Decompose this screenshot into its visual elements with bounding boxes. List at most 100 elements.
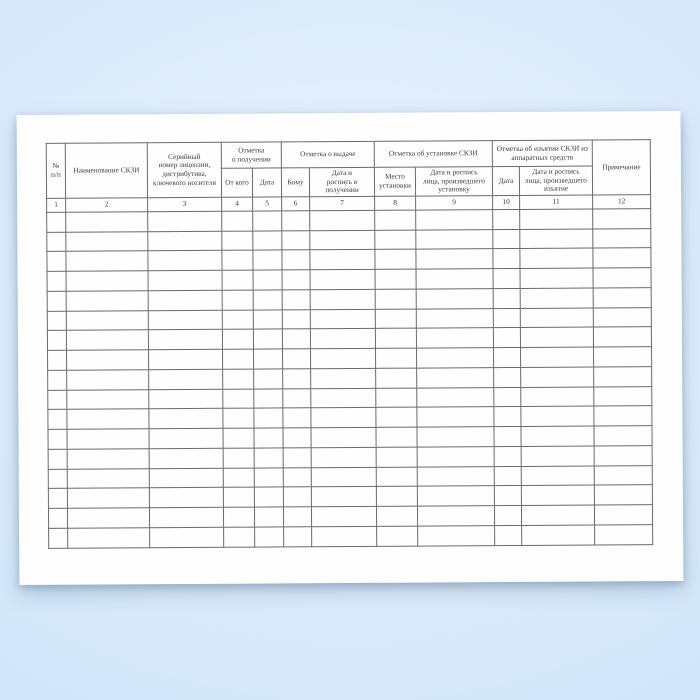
empty-cell xyxy=(311,486,377,507)
skzi-journal-table: № п/п Наименование СКЗИ Серийный номер л… xyxy=(46,139,653,548)
empty-cell xyxy=(254,467,284,488)
empty-cell xyxy=(592,228,651,249)
empty-cell xyxy=(416,347,494,368)
empty-cell xyxy=(416,387,494,408)
group-header-removal: Отметка об изъятии СКЗИ из аппаратных ср… xyxy=(492,140,593,167)
column-number-cell: 6 xyxy=(281,196,310,211)
empty-cell xyxy=(252,250,283,271)
empty-cell xyxy=(67,527,150,548)
empty-cell xyxy=(494,505,522,526)
empty-cell xyxy=(148,369,223,390)
empty-cell xyxy=(283,487,312,507)
empty-cell xyxy=(283,506,312,527)
empty-cell xyxy=(417,466,495,487)
empty-cell xyxy=(148,428,224,449)
empty-cell xyxy=(148,270,223,291)
empty-cell xyxy=(310,269,376,290)
empty-cell xyxy=(310,387,376,409)
empty-cell xyxy=(282,289,311,310)
empty-cell xyxy=(594,524,653,545)
empty-cell xyxy=(253,289,283,310)
empty-cell xyxy=(416,367,494,388)
empty-cell xyxy=(593,366,652,387)
empty-cell xyxy=(66,409,149,430)
empty-cell xyxy=(310,308,376,330)
empty-cell xyxy=(594,425,653,446)
empty-cell xyxy=(47,330,67,351)
group-header-receipt: Отметка о получении xyxy=(221,141,282,169)
empty-cell xyxy=(47,370,67,390)
empty-cell xyxy=(253,388,283,409)
empty-cell xyxy=(253,348,283,369)
empty-cell xyxy=(520,268,594,289)
empty-cell xyxy=(47,409,67,430)
empty-cell xyxy=(222,289,254,310)
empty-cell xyxy=(494,446,522,467)
empty-cell xyxy=(375,367,417,388)
empty-cell xyxy=(47,310,67,331)
empty-cell xyxy=(375,348,417,369)
column-number-cell: 8 xyxy=(374,195,416,211)
empty-cell xyxy=(148,408,223,429)
group-header-install: Отметка об установке СКЗИ xyxy=(374,140,493,168)
column-number-cell: 11 xyxy=(519,194,593,210)
column-number-cell: 5 xyxy=(252,196,282,211)
empty-cell xyxy=(222,349,254,370)
empty-cell xyxy=(222,368,254,389)
empty-cell xyxy=(593,326,652,348)
empty-cell xyxy=(416,327,494,349)
empty-cell xyxy=(493,426,522,447)
empty-cell xyxy=(520,347,594,368)
empty-cell xyxy=(147,230,222,252)
empty-cell xyxy=(593,346,652,367)
column-number-cell: 9 xyxy=(415,195,493,210)
empty-cell xyxy=(282,329,311,349)
empty-cell xyxy=(520,406,595,427)
empty-cell xyxy=(66,330,149,351)
empty-cell xyxy=(376,427,418,448)
empty-cell xyxy=(311,466,377,488)
column-number-cell: 10 xyxy=(492,195,520,210)
header-receipt-date: Дата xyxy=(252,167,282,197)
empty-cell xyxy=(66,428,150,450)
empty-cell xyxy=(309,210,375,231)
empty-cell xyxy=(417,446,495,467)
empty-cell xyxy=(416,308,494,329)
empty-cell xyxy=(283,526,312,547)
empty-cell xyxy=(253,269,283,290)
empty-cell xyxy=(520,327,594,348)
empty-cell xyxy=(593,386,652,407)
empty-cell xyxy=(48,508,68,529)
empty-cell xyxy=(253,408,283,429)
empty-cell xyxy=(310,368,376,389)
empty-cell xyxy=(66,369,149,390)
empty-cell xyxy=(46,212,66,232)
empty-cell xyxy=(520,287,594,309)
empty-cell xyxy=(375,387,417,408)
header-removal-date: Дата xyxy=(492,166,520,196)
empty-cell xyxy=(282,368,311,389)
empty-cell xyxy=(494,525,522,546)
header-serial-number: Серийный номер лицензии, дистрибутива, к… xyxy=(147,142,222,198)
empty-cell xyxy=(47,291,67,311)
empty-cell xyxy=(594,484,653,506)
empty-cell xyxy=(223,487,255,508)
empty-cell xyxy=(310,328,376,349)
empty-cell xyxy=(282,269,311,290)
empty-cell xyxy=(65,231,148,252)
empty-cell xyxy=(592,247,652,269)
empty-cell xyxy=(415,248,494,270)
empty-cell xyxy=(254,526,284,547)
empty-cell xyxy=(254,487,284,508)
empty-cell xyxy=(48,528,68,548)
empty-cell xyxy=(376,525,418,546)
empty-cell xyxy=(493,367,521,388)
empty-cell xyxy=(281,230,310,251)
empty-cell xyxy=(283,447,312,468)
empty-cell xyxy=(376,506,418,527)
empty-cell xyxy=(493,288,521,309)
empty-cell xyxy=(309,249,376,270)
empty-cell xyxy=(520,307,594,328)
empty-cell xyxy=(66,290,149,311)
